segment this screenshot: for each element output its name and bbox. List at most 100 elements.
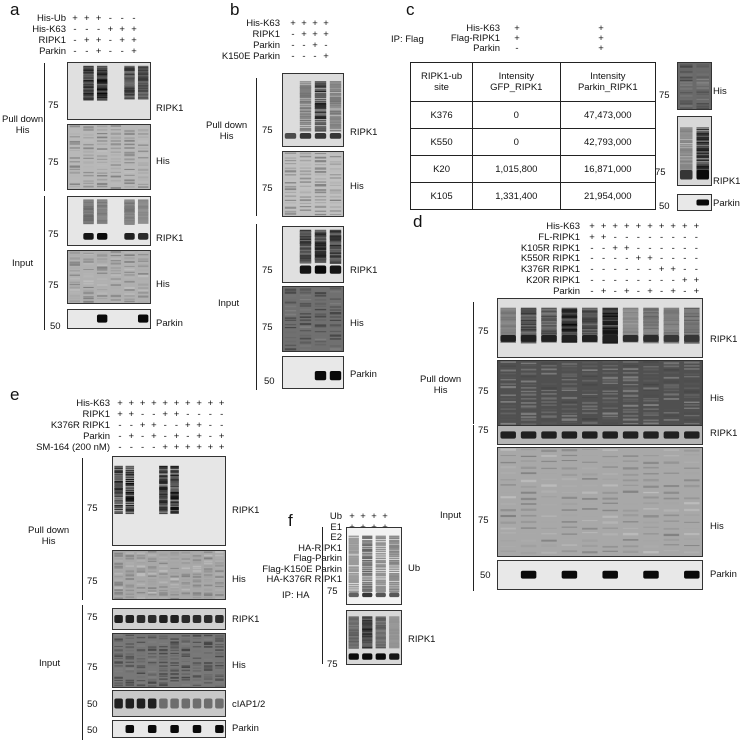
table-header-cell: Intensity Parkin_RIPK1 xyxy=(559,62,657,102)
condition-label-c-2: Parkin xyxy=(473,43,500,54)
blot-label-e-4: cIAP1/2 xyxy=(232,699,266,710)
sign-a-2-1: + xyxy=(84,35,90,46)
sign-e-3-9: + xyxy=(218,431,225,442)
sign-d-4-2: - xyxy=(613,264,617,276)
sign-e-1-7: - xyxy=(197,409,201,420)
blot-label-e-1: His xyxy=(232,574,246,585)
table-row: K20 1,015,800 16,871,000 xyxy=(409,155,657,183)
sign-d-2-3: + xyxy=(624,242,630,254)
sign-e-4-0: - xyxy=(118,442,122,453)
blot-a-parkin-in xyxy=(67,309,151,329)
blot-label-f-1: RIPK1 xyxy=(408,634,436,645)
blot-label-e-2: RIPK1 xyxy=(232,614,260,625)
blot-a-ripk1-in xyxy=(67,196,151,246)
bracket-d-input xyxy=(473,425,474,591)
blot-b-his-in xyxy=(282,286,344,352)
blot-a-his-in xyxy=(67,250,151,304)
sign-e-1-5: + xyxy=(173,409,180,420)
sign-d-0-3: + xyxy=(624,221,630,232)
sign-d-4-5: - xyxy=(648,264,652,276)
sign-d-5-9: + xyxy=(693,275,700,286)
sign-e-1-6: - xyxy=(186,409,190,420)
blot-label-b-4: Parkin xyxy=(350,369,377,380)
group-label-a-input: Input xyxy=(12,258,34,269)
sign-a-0-1: + xyxy=(84,13,90,24)
sign-d-1-4: - xyxy=(636,231,640,243)
table-row: K105 1,331,400 21,954,000 xyxy=(409,182,657,210)
mw-marker-a-0: 75 xyxy=(48,100,59,111)
bracket-b-input xyxy=(256,224,257,390)
sign-d-4-6: + xyxy=(658,264,665,276)
sign-d-3-0: - xyxy=(590,253,594,265)
sign-a-2-4: + xyxy=(119,35,125,46)
blot-label-d-0: RIPK1 xyxy=(710,334,738,345)
blot-label-a-1: His xyxy=(156,156,170,167)
mw-marker-a-2: 75 xyxy=(48,229,59,240)
blot-d-his-in xyxy=(497,447,703,557)
blot-e-his-pd xyxy=(112,550,226,600)
sign-e-2-8: - xyxy=(208,420,212,431)
sign-d-3-6: - xyxy=(660,253,664,265)
sign-e-1-0: + xyxy=(117,409,123,420)
sign-b-0-0: + xyxy=(290,18,296,29)
sign-b-0-1: + xyxy=(301,18,307,29)
sign-e-4-4: + xyxy=(162,442,168,453)
group-label-b-pulldown: Pull down His xyxy=(206,120,248,142)
sign-d-5-2: - xyxy=(613,275,617,286)
blot-label-b-3: His xyxy=(350,318,364,329)
blot-d-ripk1-in xyxy=(497,425,703,445)
group-label-d-input: Input xyxy=(440,510,462,521)
blot-a-his-pd xyxy=(67,124,151,190)
sign-b-2-0: - xyxy=(291,40,295,51)
sign-e-3-2: - xyxy=(141,431,145,442)
sign-e-1-9: - xyxy=(220,409,224,420)
mw-marker-a-1: 75 xyxy=(48,157,59,168)
sign-d-0-9: + xyxy=(693,221,700,232)
sign-e-0-0: + xyxy=(117,398,123,409)
table-cell: 1,015,800 xyxy=(472,155,561,183)
sign-e-2-9: - xyxy=(220,420,224,431)
sign-d-5-1: - xyxy=(602,275,606,286)
sign-d-5-4: - xyxy=(636,275,640,286)
sign-e-2-3: + xyxy=(151,420,157,431)
sign-b-0-2: + xyxy=(312,18,318,29)
sign-a-0-2: + xyxy=(95,13,102,24)
blot-label-a-0: RIPK1 xyxy=(156,103,184,114)
sign-e-3-4: - xyxy=(163,431,167,442)
panel-letter-a: a xyxy=(10,0,20,19)
bracket-e-pulldown xyxy=(82,458,83,600)
mw-marker-a-4: 50 xyxy=(50,321,61,332)
sign-c-1-0: + xyxy=(514,33,520,44)
ub-site-table: RIPK1-ub site Intensity GFP_RIPK1 Intensit… xyxy=(409,62,657,210)
sign-c-2-1: + xyxy=(598,43,604,54)
mw-marker-c-2: 50 xyxy=(659,201,670,212)
sign-d-4-4: - xyxy=(636,264,640,276)
bracket-d-pulldown xyxy=(473,302,474,424)
sign-d-0-4: + xyxy=(635,221,642,232)
blot-c-parkin xyxy=(677,194,712,211)
table-cell: K550 xyxy=(409,128,474,156)
group-label-a-pulldown: Pull down His xyxy=(2,114,44,136)
bracket-e-input xyxy=(82,605,83,740)
sign-f-0-1: + xyxy=(360,511,366,522)
sign-e-0-2: + xyxy=(139,398,146,409)
blot-label-b-2: RIPK1 xyxy=(350,265,378,276)
sign-e-0-8: + xyxy=(207,398,214,409)
blot-e-ciap-in xyxy=(112,690,226,717)
condition-label-f-4: Flag-Parkin xyxy=(293,553,342,564)
panel-letter-e: e xyxy=(10,385,20,404)
mw-marker-b-2: 75 xyxy=(262,265,273,276)
sign-f-0-0: + xyxy=(349,511,355,522)
sign-d-0-1: + xyxy=(600,221,607,232)
sign-a-2-2: + xyxy=(95,35,102,46)
sign-d-6-8: - xyxy=(683,285,687,297)
blot-c-his xyxy=(677,62,712,110)
mw-marker-c-0: 75 xyxy=(659,90,670,101)
sign-e-2-4: - xyxy=(163,420,167,431)
ip-label-c: IP: Flag xyxy=(391,34,424,45)
sign-a-1-5: + xyxy=(131,24,137,35)
sign-d-2-0: - xyxy=(590,242,594,254)
mw-marker-d-0: 75 xyxy=(478,326,489,337)
panel-letter-f: f xyxy=(288,511,293,530)
sign-a-1-1: - xyxy=(85,24,89,35)
